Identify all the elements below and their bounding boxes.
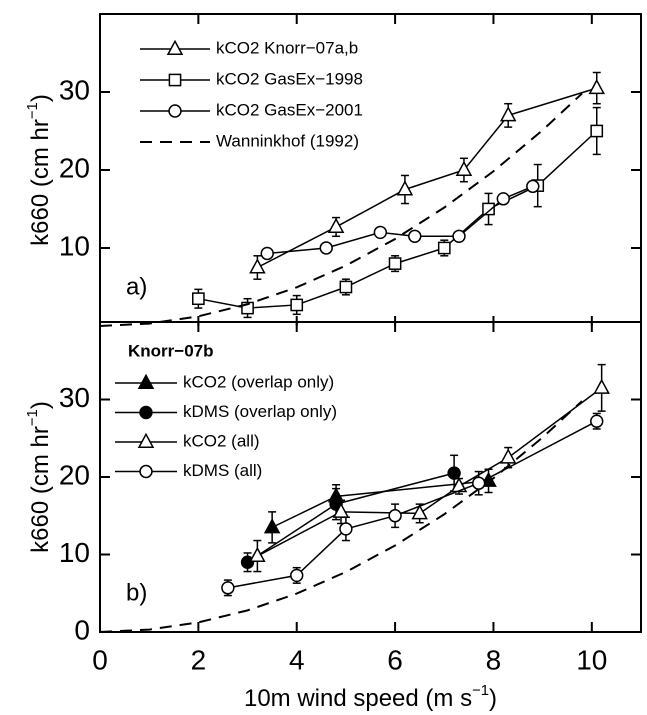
data-point <box>590 414 604 428</box>
legend-label: kDMS (all) <box>183 461 262 480</box>
data-point <box>319 241 333 255</box>
x-tick-label: 8 <box>486 644 502 675</box>
y-axis-label-end: ) <box>27 94 54 102</box>
data-point <box>496 192 510 206</box>
legend-marker <box>168 73 182 87</box>
data-point <box>290 568 304 583</box>
data-point <box>437 241 451 255</box>
x-axis-label-sup: −1 <box>472 683 489 699</box>
data-point <box>590 124 604 138</box>
y-tick-label: 10 <box>59 537 90 568</box>
x-tick-label: 6 <box>387 644 403 675</box>
legend-label: kCO2 GasEx−1998 <box>216 69 363 88</box>
data-point <box>447 466 461 480</box>
data-point <box>249 258 266 274</box>
legend-label: kCO2 Knorr−07a,b <box>216 38 358 57</box>
legend-label: kCO2 (all) <box>183 431 260 450</box>
data-point <box>408 229 422 244</box>
x-tick-label: 0 <box>92 644 108 675</box>
legend-label: kDMS (overlap only) <box>183 402 337 421</box>
data-point <box>455 160 473 176</box>
data-point <box>241 301 254 315</box>
data-point <box>593 378 610 394</box>
y-axis-label-text: k660 (cm hr <box>27 426 54 553</box>
x-axis-label-text: 10m wind speed (m s <box>244 685 472 712</box>
y-tick-label: 10 <box>59 230 90 261</box>
data-point <box>339 522 353 536</box>
series-line <box>227 420 598 589</box>
data-point <box>249 546 266 563</box>
legend-marker <box>137 373 155 389</box>
data-point <box>260 246 274 261</box>
series-line <box>267 185 534 255</box>
y-axis-label: k660 (cm hr−1) <box>25 401 54 553</box>
data-point <box>452 229 466 244</box>
x-tick-label: 4 <box>289 644 305 675</box>
series-line <box>257 87 597 269</box>
panel-label: a) <box>126 273 147 300</box>
y-tick-label: 30 <box>59 382 90 413</box>
legend-marker <box>137 432 155 448</box>
data-point <box>388 257 402 270</box>
data-point <box>263 518 281 534</box>
x-axis-label: 10m wind speed (m s−1) <box>244 683 497 712</box>
data-point <box>499 106 517 122</box>
data-point <box>339 280 353 294</box>
y-axis-label: k660 (cm hr−1) <box>25 94 54 246</box>
legend-marker <box>166 39 184 55</box>
y-tick-label: 0 <box>74 614 90 645</box>
data-point <box>472 476 486 490</box>
data-point <box>411 504 428 520</box>
y-axis-label-sup: −1 <box>25 409 41 426</box>
y-axis-label-end: ) <box>27 401 54 409</box>
legend-label: kCO2 GasEx−2001 <box>216 100 363 119</box>
legend-marker <box>168 104 182 118</box>
data-point <box>221 581 235 595</box>
x-axis-label-end: ) <box>489 685 497 712</box>
data-point <box>373 225 388 240</box>
legend-label: Wanninkhof (1992) <box>216 131 359 150</box>
data-point <box>327 217 345 233</box>
series-line <box>198 130 598 309</box>
data-point <box>388 509 402 523</box>
reference-curve <box>99 92 583 327</box>
data-point <box>396 180 414 196</box>
data-point <box>588 78 605 95</box>
data-point <box>499 448 517 464</box>
y-tick-label: 20 <box>59 152 90 183</box>
y-tick-label: 30 <box>59 74 90 105</box>
legend-marker <box>139 464 153 479</box>
data-point <box>482 202 495 216</box>
legend-label: kCO2 (overlap only) <box>183 372 334 391</box>
panel-label: b) <box>126 579 147 606</box>
data-point <box>332 502 350 518</box>
legend-title: Knorr−07b <box>128 341 214 360</box>
series-line <box>257 387 603 557</box>
x-tick-label: 10 <box>576 644 607 675</box>
reference-curve <box>99 400 583 633</box>
y-axis-label-text: k660 (cm hr <box>27 119 54 246</box>
y-axis-label-sup: −1 <box>25 102 41 119</box>
data-point <box>192 292 205 306</box>
data-point <box>290 298 304 312</box>
legend-marker <box>139 405 153 420</box>
data-point <box>240 555 255 569</box>
data-point <box>526 179 540 194</box>
x-tick-label: 2 <box>191 644 207 675</box>
y-tick-label: 20 <box>59 459 90 490</box>
